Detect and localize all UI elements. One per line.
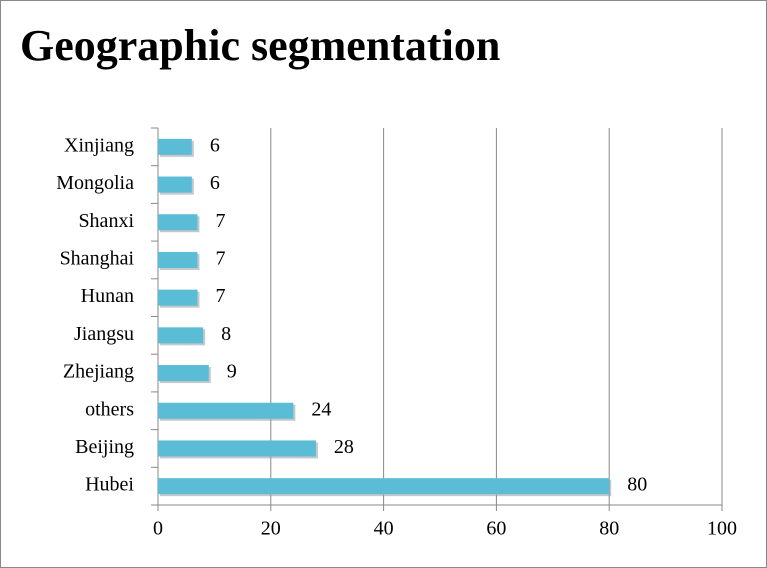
data-label: 7 bbox=[215, 285, 225, 307]
bar bbox=[158, 138, 192, 155]
y-tick-label: Hubei bbox=[85, 474, 134, 496]
bar bbox=[158, 402, 294, 419]
y-tick-label: Xinjiang bbox=[64, 134, 134, 156]
data-label: 80 bbox=[627, 474, 647, 496]
x-tick-label: 40 bbox=[374, 518, 394, 540]
bar bbox=[158, 365, 209, 382]
y-tick-label: Jiangsu bbox=[74, 323, 134, 345]
x-tick-label: 100 bbox=[707, 518, 737, 540]
bar bbox=[158, 214, 198, 231]
y-tick-label: Hunan bbox=[81, 285, 134, 307]
bar bbox=[158, 176, 192, 193]
bar bbox=[158, 440, 316, 457]
y-tick-label: Zhejiang bbox=[63, 361, 134, 383]
bar bbox=[158, 289, 198, 306]
data-label: 28 bbox=[334, 436, 354, 458]
x-tick-label: 80 bbox=[599, 518, 619, 540]
bar bbox=[158, 478, 610, 495]
data-label: 6 bbox=[210, 134, 220, 156]
data-label: 9 bbox=[227, 361, 237, 383]
y-tick-label: Shanghai bbox=[60, 248, 135, 270]
data-label: 24 bbox=[311, 398, 331, 420]
x-tick-label: 60 bbox=[486, 518, 506, 540]
data-label: 7 bbox=[215, 210, 225, 232]
data-label: 8 bbox=[221, 323, 231, 345]
data-label: 7 bbox=[215, 248, 225, 270]
y-tick-label: Shanxi bbox=[78, 210, 134, 232]
y-tick-label: others bbox=[85, 398, 134, 420]
y-tick-label: Mongolia bbox=[56, 172, 134, 194]
data-label: 6 bbox=[210, 172, 220, 194]
y-tick-label: Beijing bbox=[75, 436, 134, 458]
bar bbox=[158, 327, 204, 344]
x-tick-label: 20 bbox=[261, 518, 281, 540]
bar bbox=[158, 251, 198, 268]
chart-title: Geographic segmentation bbox=[20, 21, 500, 70]
x-tick-label: 0 bbox=[153, 518, 163, 540]
